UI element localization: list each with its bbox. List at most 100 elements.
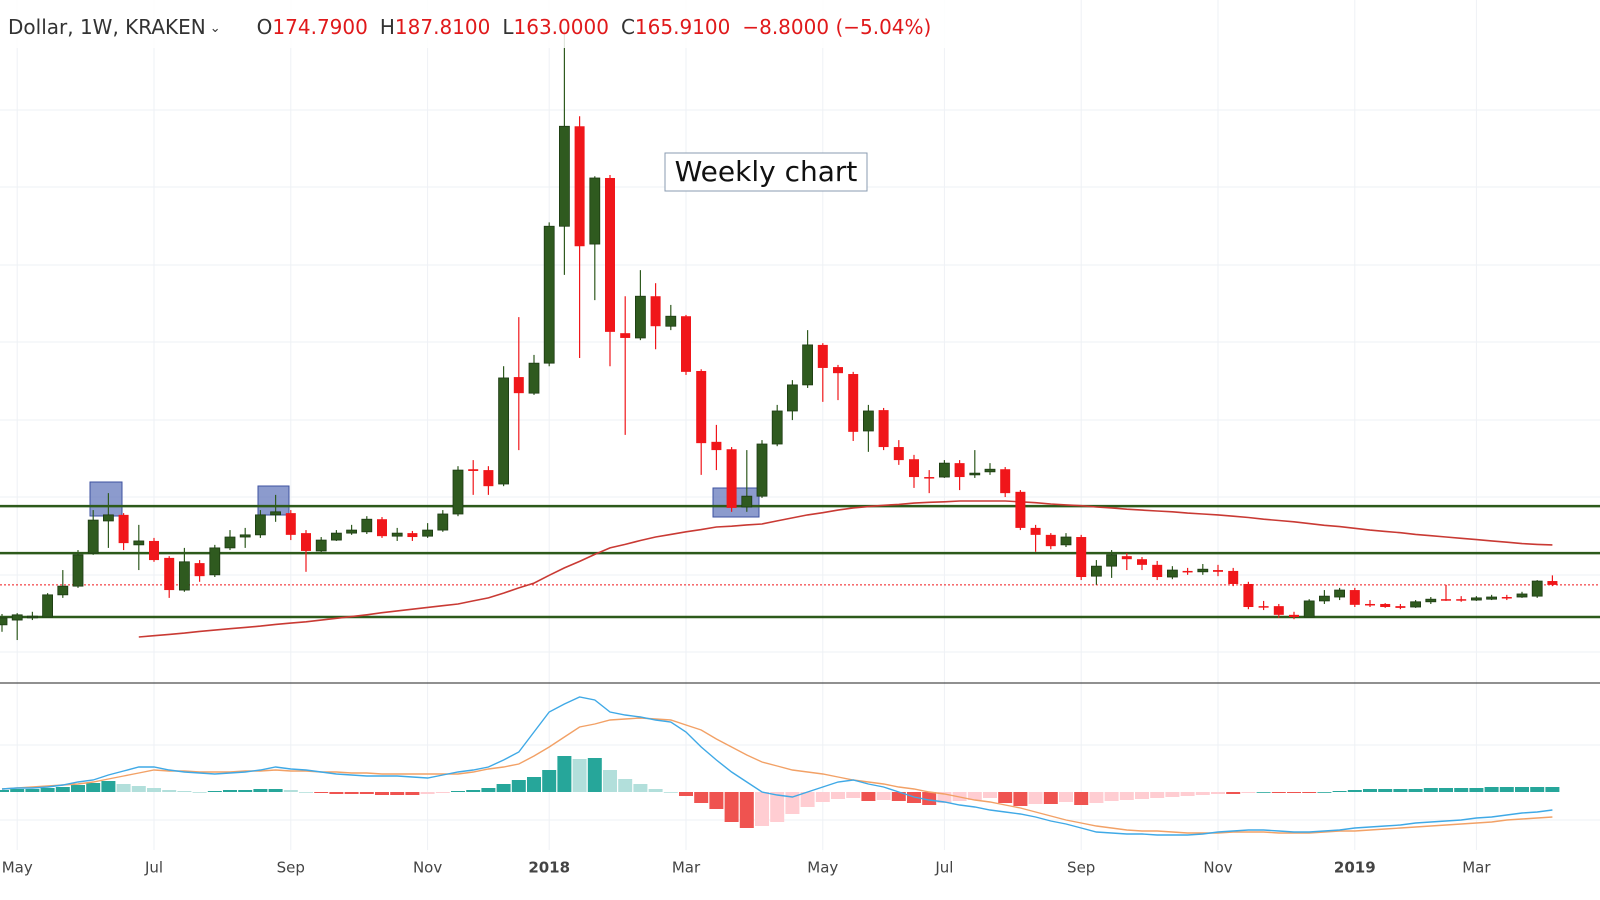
macd-line bbox=[1, 696, 1553, 836]
histogram-bar bbox=[1393, 789, 1408, 792]
histogram-bar bbox=[967, 792, 982, 800]
histogram-bar bbox=[724, 792, 739, 822]
histogram-bar bbox=[785, 792, 800, 814]
histogram-bar bbox=[876, 792, 891, 800]
histogram-bar bbox=[466, 790, 481, 792]
histogram-bar bbox=[177, 791, 192, 792]
histogram-bar bbox=[511, 780, 526, 792]
x-tick-label: Jul bbox=[144, 859, 163, 877]
candle-body bbox=[452, 469, 464, 515]
candle-body bbox=[1030, 527, 1041, 535]
candle-body bbox=[1167, 569, 1178, 578]
candle-body bbox=[756, 443, 768, 497]
candle-body bbox=[605, 177, 615, 332]
candle-body bbox=[696, 370, 707, 444]
ohlc-label: C bbox=[621, 15, 635, 39]
candle-body bbox=[118, 514, 129, 544]
candle-body bbox=[513, 377, 524, 394]
histogram-bar bbox=[1515, 787, 1529, 792]
candle-body bbox=[1015, 491, 1026, 528]
candle-body bbox=[1471, 597, 1482, 601]
candle-body bbox=[589, 177, 601, 245]
histogram-bar bbox=[983, 792, 997, 798]
histogram-bar bbox=[1454, 788, 1469, 792]
x-tick-label: 2018 bbox=[528, 859, 570, 877]
histogram-bar bbox=[831, 792, 845, 799]
x-tick-label: Nov bbox=[413, 859, 442, 877]
candle-body bbox=[924, 477, 935, 479]
candle-body bbox=[787, 384, 798, 412]
candle-body bbox=[346, 529, 358, 534]
candle-body bbox=[270, 511, 282, 516]
histogram-bar bbox=[1484, 787, 1499, 792]
candle-body bbox=[1380, 603, 1391, 608]
candle-body bbox=[771, 410, 783, 445]
candle-body bbox=[1547, 581, 1558, 585]
histogram-bar bbox=[998, 792, 1013, 803]
candle-body bbox=[650, 296, 661, 327]
histogram-bar bbox=[1347, 790, 1362, 792]
candle-body bbox=[194, 563, 205, 577]
candle-body bbox=[848, 374, 859, 432]
candle-body bbox=[209, 547, 221, 576]
candle-body bbox=[26, 615, 38, 619]
candle-body bbox=[559, 125, 570, 227]
histogram-bar bbox=[1423, 788, 1438, 792]
moving-average bbox=[138, 500, 1553, 638]
month-grid bbox=[16, 0, 1477, 850]
histogram-bar bbox=[435, 792, 450, 793]
candle-body bbox=[574, 126, 585, 247]
candle-body bbox=[1243, 583, 1254, 608]
candle-body bbox=[1060, 536, 1072, 546]
histogram-bar bbox=[861, 792, 876, 801]
histogram-bar bbox=[1089, 792, 1104, 803]
histogram-bar bbox=[329, 792, 344, 794]
candle-body bbox=[1045, 534, 1056, 547]
histogram-bar bbox=[709, 792, 724, 809]
histogram-bar bbox=[937, 792, 952, 803]
candle-body bbox=[224, 536, 236, 549]
candle-body bbox=[330, 532, 342, 541]
x-axis: May Jul Sep Nov 2018 Mar May Jul Sep Nov 2019 Mar bbox=[2, 859, 1492, 877]
x-tick-label: Mar bbox=[1462, 859, 1491, 877]
candle-body bbox=[1486, 596, 1497, 600]
candle-body bbox=[437, 513, 449, 531]
histogram-bar bbox=[557, 756, 572, 792]
candle-body bbox=[1152, 564, 1163, 578]
histogram-bar bbox=[268, 789, 283, 792]
candle-body bbox=[57, 585, 69, 596]
histogram-bar bbox=[359, 792, 374, 794]
histogram-bar bbox=[1150, 792, 1165, 798]
candle-body bbox=[103, 514, 114, 522]
candle-body bbox=[1213, 570, 1223, 572]
histogram-bar bbox=[1059, 792, 1073, 802]
x-tick-label: Sep bbox=[277, 859, 305, 877]
histogram-bar bbox=[527, 777, 541, 792]
candle-body bbox=[468, 469, 479, 471]
grid bbox=[0, 109, 1600, 821]
histogram-bar bbox=[648, 789, 663, 792]
ohlc-value: 165.9100 bbox=[635, 15, 730, 39]
histogram-bar bbox=[1287, 792, 1301, 793]
x-tick-label: Sep bbox=[1067, 859, 1095, 877]
histogram-bar bbox=[314, 792, 329, 793]
histogram-bar bbox=[846, 792, 861, 798]
candle-body bbox=[1137, 559, 1147, 565]
histogram-bar bbox=[147, 788, 161, 792]
candle-body bbox=[1000, 469, 1011, 494]
histogram-bar bbox=[1180, 792, 1195, 796]
candle-body bbox=[483, 470, 494, 487]
candle-body bbox=[1076, 537, 1087, 578]
candle-body bbox=[1273, 606, 1284, 615]
candle-body bbox=[863, 410, 874, 432]
histogram-bar bbox=[739, 792, 754, 828]
histogram-bar bbox=[40, 788, 55, 792]
highlight-box bbox=[257, 485, 290, 516]
candle-body bbox=[149, 540, 159, 561]
histogram-bar bbox=[1469, 788, 1484, 792]
candle-body bbox=[1349, 590, 1360, 605]
candle-body bbox=[1531, 580, 1543, 597]
ohlc-value: 174.7900 bbox=[272, 15, 367, 39]
chevron: ⌄ bbox=[210, 21, 221, 36]
